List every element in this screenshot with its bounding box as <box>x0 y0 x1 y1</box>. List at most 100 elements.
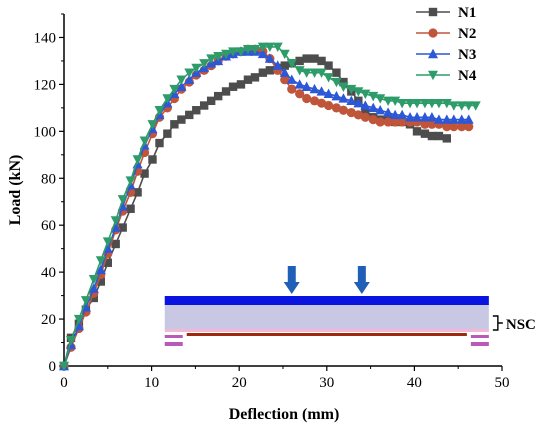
data-point <box>132 155 143 165</box>
support-plate <box>164 342 183 346</box>
data-point <box>434 131 444 141</box>
data-point <box>213 52 224 62</box>
load-arrow-head <box>283 282 300 294</box>
data-point <box>191 63 202 74</box>
data-point <box>279 67 290 77</box>
data-point <box>448 101 459 111</box>
data-point <box>147 120 158 130</box>
y-axis-label: Load (kN) <box>7 155 24 226</box>
top-plate <box>164 296 489 305</box>
data-point <box>221 87 231 96</box>
data-point <box>346 95 357 106</box>
legend: N1 N2 N3 N4 <box>416 5 477 84</box>
data-point <box>316 86 327 96</box>
data-point <box>264 42 275 53</box>
data-point <box>140 169 149 178</box>
data-point <box>332 68 341 77</box>
data-point <box>309 68 320 78</box>
data-point <box>199 59 210 69</box>
legend-item-n1: N1 <box>416 5 476 21</box>
y-tick-label: 140 <box>34 30 57 46</box>
data-point <box>331 90 342 101</box>
data-point <box>184 74 195 84</box>
data-point <box>360 100 371 110</box>
data-point <box>176 75 187 85</box>
data-point <box>162 94 173 104</box>
data-point <box>323 100 334 111</box>
data-point <box>375 94 386 104</box>
data-point <box>118 223 127 232</box>
data-point <box>309 96 320 106</box>
data-point <box>126 204 135 213</box>
data-point <box>360 89 371 99</box>
data-point <box>221 49 232 60</box>
data-point <box>265 66 275 75</box>
data-point <box>449 122 459 132</box>
legend-item-n2: N2 <box>416 26 476 42</box>
data-point <box>243 75 253 84</box>
data-point <box>412 98 423 109</box>
data-point <box>442 134 452 143</box>
data-point <box>102 237 113 247</box>
data-point <box>73 314 84 325</box>
data-point <box>412 112 423 122</box>
data-point <box>323 88 334 98</box>
data-point <box>184 68 195 78</box>
data-point <box>148 155 157 164</box>
data-point <box>206 96 216 106</box>
y-tick-label: 0 <box>49 359 57 375</box>
data-point <box>272 60 283 70</box>
data-point <box>442 122 452 132</box>
data-point <box>111 239 120 249</box>
data-point <box>258 68 268 77</box>
nsc-label: NSC <box>506 317 536 333</box>
data-point <box>338 82 349 92</box>
data-point <box>302 93 312 104</box>
data-point <box>295 56 304 66</box>
data-point <box>213 91 223 101</box>
data-point <box>155 138 164 148</box>
data-point <box>66 335 77 346</box>
data-point <box>427 119 437 129</box>
support-plate <box>164 335 183 338</box>
data-point <box>375 105 386 115</box>
data-point <box>383 107 394 117</box>
data-point <box>88 283 99 293</box>
data-point <box>405 112 416 122</box>
legend-label: N4 <box>458 68 477 84</box>
data-point <box>397 98 408 109</box>
data-point <box>242 45 253 55</box>
data-point <box>428 7 438 17</box>
x-tick-label: 40 <box>407 375 422 391</box>
y-tick-label: 120 <box>34 77 57 93</box>
y-tick-label: 20 <box>41 312 56 328</box>
data-point <box>302 54 311 63</box>
series-layer <box>59 42 481 372</box>
x-axis-ticks: 0 10 20 30 40 50 <box>60 366 510 391</box>
data-point <box>375 117 385 127</box>
legend-label: N3 <box>458 47 476 63</box>
load-arrow-shaft <box>357 266 366 283</box>
data-point <box>368 115 378 125</box>
data-point <box>338 93 349 103</box>
data-point <box>309 83 320 94</box>
data-point <box>228 82 238 91</box>
data-point <box>338 105 349 115</box>
data-point <box>310 54 319 63</box>
data-point <box>331 103 342 113</box>
data-point <box>317 56 326 66</box>
data-point <box>316 68 327 78</box>
data-point <box>448 114 459 124</box>
data-point <box>463 101 474 111</box>
data-point <box>397 109 408 120</box>
data-point <box>360 112 370 122</box>
data-point <box>433 114 444 124</box>
beam-schematic-inset: NSC <box>164 266 536 346</box>
data-point <box>397 117 407 127</box>
x-tick-label: 30 <box>319 375 334 391</box>
data-point <box>154 106 165 116</box>
data-point <box>133 188 142 197</box>
data-point <box>353 110 363 120</box>
data-point <box>428 70 438 81</box>
data-point <box>457 122 467 132</box>
